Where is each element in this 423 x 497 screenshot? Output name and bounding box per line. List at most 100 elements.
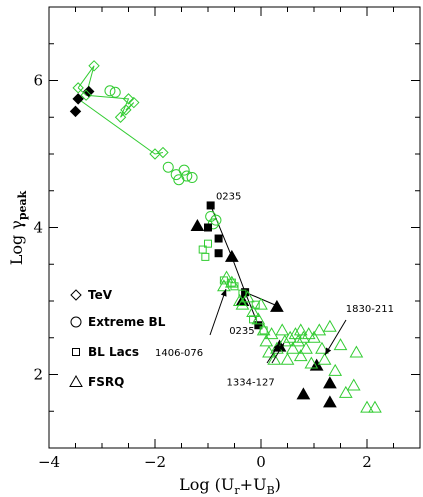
data-point-circle [104,85,116,97]
data-point-square [204,223,212,232]
data-point-triangle [267,352,282,365]
data-point-triangle [270,299,284,312]
legend-label: BL Lacs [88,345,139,359]
data-point-triangle [288,327,303,340]
data-point-circle [109,86,121,98]
data-point-diamond [120,104,132,116]
data-point-diamond [80,89,92,101]
annotation-arrowhead [277,343,284,351]
data-point-triangle [264,327,279,340]
data-point-triangle [360,400,374,413]
data-point-diamond [128,96,140,109]
data-point-diamond [122,93,135,105]
data-point-triangle [224,249,239,262]
annotation-label: 0235 [216,192,241,203]
data-point-triangle [235,297,250,310]
connector-line [210,205,280,308]
annotation-arrowhead [325,347,332,355]
data-point-triangle [219,270,234,283]
data-point-triangle [299,341,313,354]
annotation-label: 1334-127 [227,378,275,389]
annotation-arrowhead [273,343,280,351]
data-point-triangle [368,400,382,413]
data-point-diamond [72,82,84,94]
data-point-triangle [293,349,308,362]
annotation-arrow [209,288,227,336]
legend-marker-square [72,348,80,356]
data-point-triangle [251,312,266,325]
data-point-triangle [277,334,292,347]
x-tick-label: 2 [362,453,372,471]
connector-line [77,98,164,155]
x-tick-label: −4 [38,453,60,471]
data-point-triangle [296,387,311,400]
data-point-square [214,249,223,258]
data-point-square [204,239,212,248]
annotation-label: 1406-076 [155,348,203,359]
data-point-triangle [312,323,327,336]
data-point-triangle [254,297,268,310]
data-point-circle [181,170,193,182]
data-point-square [214,234,223,243]
data-point-diamond [88,60,100,72]
data-point-triangle [307,330,321,343]
legend: TeV Extreme BL BL Lacs FSRQ [69,288,166,389]
data-point-diamond [83,85,95,98]
y-tick-label: 4 [33,219,43,237]
annotations: 0235 0235 1406-076 1334-127 1830-211 [155,192,394,389]
data-point-triangle [346,378,361,391]
data-point-diamond [157,146,169,159]
legend-marker-circle [70,316,82,328]
data-point-square [206,201,215,210]
legend-label: FSRQ [88,375,124,389]
annotation-label: 0235 [229,326,254,337]
data-point-diamond [72,93,84,105]
data-point-triangle [240,290,255,303]
data-point-triangle [323,376,337,389]
data-point-triangle [285,341,300,354]
ticks: −4 −2 0 2 2 4 6 [33,6,421,471]
data-point-circle [162,161,174,173]
x-tick-label: 0 [256,453,266,471]
data-point-diamond [114,111,127,123]
data-point-circle [186,172,198,184]
data-point-triangle [293,323,308,336]
data-point-triangle [296,330,311,343]
data-point-triangle [280,352,295,365]
annotation-arrowhead [220,289,227,297]
legend-marker-diamond [70,289,82,301]
data-point-triangle [338,385,353,398]
data-point-square [254,321,263,330]
data-point-circle [178,164,190,176]
legend-label: Extreme BL [88,315,166,329]
legend-marker-triangle [69,374,83,387]
y-tick-label: 2 [33,366,43,384]
x-axis-title: Log (Ur+UB) [179,475,281,497]
data-point-triangle [301,327,316,340]
connector-lines [77,65,280,326]
y-tick-label: 6 [33,72,43,90]
connector-line [77,65,95,97]
data-point-triangle [317,352,332,365]
data-point-square [230,282,239,291]
data-point-triangle [333,338,348,351]
data-point-triangle [291,334,305,347]
data-point-triangle [275,323,290,336]
data-point-circle [210,214,222,226]
legend-label: TeV [88,288,113,302]
x-tick-label: −2 [144,453,166,471]
data-point-triangle [246,305,260,318]
data-point-triangle [328,363,343,376]
data-point-diamond [69,105,82,118]
annotation-label: 1830-211 [346,304,394,315]
data-point-triangle [259,334,274,347]
data-point-triangle [304,356,319,369]
data-point-triangle [349,345,364,358]
data-point-triangle [315,341,329,354]
data-point-triangle [283,330,298,343]
data-point-triangle [224,275,239,288]
data-point-triangle [190,219,205,232]
data-point-triangle [323,395,337,408]
data-point-square [201,252,210,261]
